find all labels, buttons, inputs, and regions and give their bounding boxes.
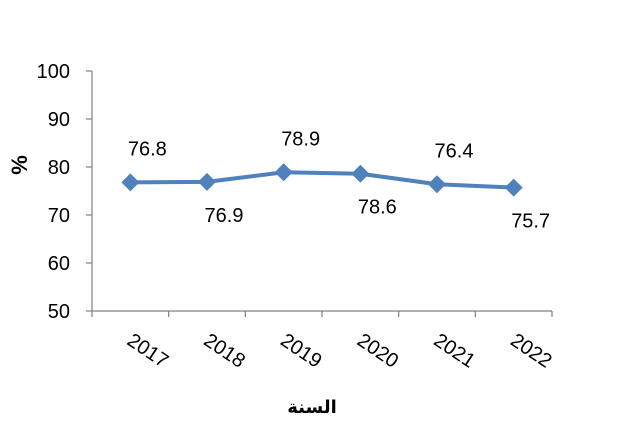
x-tick-label: 2022 (506, 329, 555, 372)
data-point-marker (198, 172, 216, 191)
x-tick-label: 2019 (276, 329, 325, 372)
data-point-marker (428, 175, 446, 194)
data-point-marker (504, 178, 523, 197)
data-label: 76.9 (205, 205, 244, 227)
data-label: 78.9 (281, 128, 320, 150)
data-label: 76.8 (128, 138, 167, 160)
x-tick-label: 2021 (430, 329, 479, 372)
series-line (130, 170, 514, 190)
data-point-marker (121, 173, 140, 192)
data-point-marker (351, 164, 370, 183)
data-point-marker (274, 163, 293, 182)
x-tick-label: 2020 (353, 329, 402, 372)
y-axis-title: % (7, 155, 32, 175)
data-label: 76.4 (435, 140, 474, 162)
x-axis-title: السنة (287, 397, 337, 418)
y-tick-label: 100 (37, 61, 70, 83)
y-tick-label: 50 (48, 301, 70, 323)
series-group: 76.8 76.9 78.9 78.6 76.4 75.7 (121, 128, 550, 233)
x-tick-label: 2018 (200, 329, 249, 372)
data-label: 78.6 (358, 197, 397, 219)
data-label: 75.7 (511, 211, 550, 233)
y-tick-label: 90 (48, 109, 70, 131)
y-tick-label: 70 (48, 205, 70, 227)
y-axis: 100 90 80 70 60 50 (37, 61, 93, 323)
y-tick-label: 60 (48, 253, 70, 275)
y-tick-label: 80 (48, 157, 70, 179)
x-axis: 2017 2018 2019 2020 2021 2022 (91, 310, 556, 373)
x-tick-label: 2017 (123, 329, 172, 372)
